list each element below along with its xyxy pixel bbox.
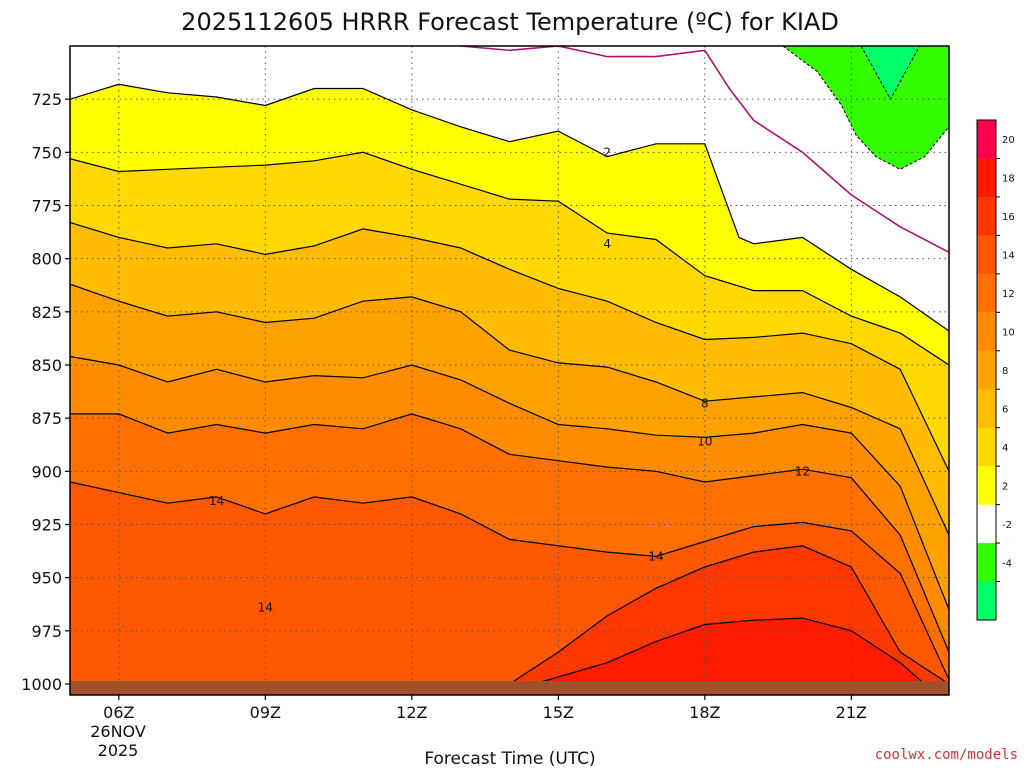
y-tick-label-1000: 1000 bbox=[21, 675, 62, 694]
y-tick-label-950: 950 bbox=[31, 569, 62, 588]
band-18-fill bbox=[533, 618, 925, 695]
contour-labels: 2 4 8 10 12 14 14 14 bbox=[209, 145, 810, 614]
negative-region bbox=[782, 46, 949, 170]
colorbar-label-1: 18 bbox=[1002, 174, 1015, 185]
colorbar-swatch-10 bbox=[977, 504, 996, 544]
contour-line-2 bbox=[70, 83, 949, 332]
colorbar-swatch-7 bbox=[977, 389, 996, 429]
contour-line-18 bbox=[533, 617, 925, 685]
x-tick-label-18: 18Z bbox=[689, 703, 720, 722]
y-tick-label-875: 875 bbox=[31, 409, 62, 428]
chart-title: 2025112605 HRRR Forecast Temperature (ºC… bbox=[181, 8, 839, 36]
contour-label-7: 14 bbox=[258, 600, 273, 614]
ground-fill bbox=[70, 681, 949, 695]
contour-label-3: 10 bbox=[697, 435, 712, 449]
y-tick-label-750: 750 bbox=[31, 143, 62, 162]
colorbar-swatch-9 bbox=[977, 466, 996, 506]
colorbar: 20 18 16 14 12 10 8 6 4 2 -2 -4 bbox=[976, 119, 1015, 621]
y-tick-label-975: 975 bbox=[31, 622, 62, 641]
colorbar-label-3: 14 bbox=[1002, 251, 1015, 262]
contour-label-2: 8 bbox=[701, 396, 709, 410]
plot-area: 2 4 8 10 12 14 14 14 bbox=[70, 46, 949, 695]
y-tick-label-900: 900 bbox=[31, 462, 62, 481]
colorbar-swatch-2 bbox=[977, 196, 996, 236]
contour-line-6 bbox=[70, 221, 949, 472]
colorbar-label-4: 12 bbox=[1002, 289, 1015, 300]
colorbar-label-2: 16 bbox=[1002, 212, 1015, 223]
colorbar-label-5: 10 bbox=[1002, 328, 1015, 339]
band-neg2-fill bbox=[782, 46, 949, 170]
contour-label-1: 4 bbox=[603, 237, 611, 251]
y-axis: 725 750 775 800 825 850 875 900 925 950 975 1000 bbox=[21, 90, 70, 694]
contour-label-0: 2 bbox=[603, 145, 611, 159]
colorbar-label-11: -4 bbox=[1002, 558, 1012, 569]
colorbar-swatch-0 bbox=[977, 120, 996, 159]
x-axis: 06Z 09Z 12Z 15Z 18Z 21Z bbox=[103, 695, 867, 722]
x-tick-label-15: 15Z bbox=[543, 703, 574, 722]
colorbar-label-8: 4 bbox=[1002, 443, 1008, 454]
contour-line-16 bbox=[509, 545, 949, 685]
contour-line-10 bbox=[70, 355, 949, 610]
x-axis-label: Forecast Time (UTC) bbox=[424, 749, 595, 768]
colorbar-swatch-4 bbox=[977, 273, 996, 313]
colorbar-swatch-11 bbox=[977, 543, 996, 583]
x-tick-label-12: 12Z bbox=[396, 703, 427, 722]
colorbar-swatch-1 bbox=[977, 158, 996, 198]
ground-layer bbox=[70, 681, 949, 695]
contour-bands bbox=[70, 84, 949, 695]
colorbar-swatch-5 bbox=[977, 312, 996, 352]
x-date-label-year: 2025 bbox=[98, 741, 139, 760]
y-tick-label-725: 725 bbox=[31, 90, 62, 109]
colorbar-swatch-8 bbox=[977, 427, 996, 467]
x-tick-label-21: 21Z bbox=[836, 703, 867, 722]
x-date-label-day: 26NOV bbox=[90, 722, 146, 741]
contour-line-8 bbox=[70, 283, 949, 536]
credit-text: coolwx.com/models bbox=[875, 747, 1018, 763]
contour-label-4: 12 bbox=[795, 464, 810, 478]
contour-label-5: 14 bbox=[209, 494, 224, 508]
colorbar-label-0: 20 bbox=[1002, 135, 1015, 146]
y-tick-label-850: 850 bbox=[31, 356, 62, 375]
colorbar-swatch-12 bbox=[977, 581, 996, 621]
colorbar-swatch-3 bbox=[977, 235, 996, 275]
band-neg4-fill bbox=[860, 46, 921, 101]
colorbar-label-7: 6 bbox=[1002, 404, 1008, 415]
colorbar-swatch-6 bbox=[977, 350, 996, 390]
contour-label-6: 14 bbox=[648, 549, 663, 563]
x-tick-label-6: 06Z bbox=[103, 703, 134, 722]
y-tick-label-800: 800 bbox=[31, 250, 62, 269]
contour-line-4 bbox=[70, 151, 949, 366]
contour-line-12 bbox=[70, 413, 949, 653]
y-tick-label-925: 925 bbox=[31, 516, 62, 535]
plot-frame bbox=[69, 45, 950, 696]
y-tick-label-775: 775 bbox=[31, 197, 62, 216]
contour-lines bbox=[70, 46, 949, 685]
y-tick-label-825: 825 bbox=[31, 303, 62, 322]
colorbar-label-9: 2 bbox=[1002, 481, 1008, 492]
colorbar-frame bbox=[976, 119, 997, 621]
x-tick-label-9: 09Z bbox=[250, 703, 281, 722]
colorbar-label-6: 8 bbox=[1002, 366, 1008, 377]
contour-line-14 bbox=[70, 481, 949, 680]
colorbar-label-10: -2 bbox=[1002, 520, 1012, 531]
